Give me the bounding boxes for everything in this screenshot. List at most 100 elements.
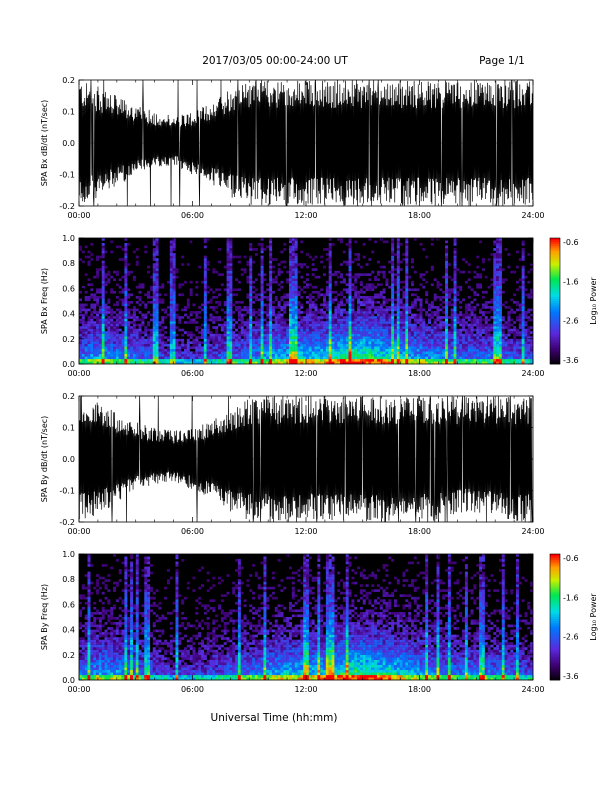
spectrogram-cell [422,278,426,281]
spectrogram-cell [354,358,358,362]
spectrogram-cell [331,336,335,339]
spectrogram-cell [107,353,111,357]
spectrogram-cell [413,336,417,339]
spectrogram-cell [436,346,440,350]
spectrogram-cell [342,318,346,322]
spectrogram-cell [104,303,108,307]
spectrogram-cell [348,260,352,264]
spectrogram-cell [391,250,395,254]
spectrogram-cell [527,361,531,365]
spectrogram-cell [510,348,514,352]
spectrogram-cell [357,303,361,307]
spectrogram-cell [340,263,344,266]
spectrogram-cell [453,306,457,309]
spectrogram-cell [493,313,497,317]
spectrogram-cell [263,356,267,360]
colorbar-segment [550,309,560,312]
spectrogram-cell [218,288,222,292]
spectrogram-cell [405,361,409,365]
spectrogram-cell [300,303,304,307]
spectrogram-cell [297,346,301,350]
spectrogram-cell [442,338,446,342]
spectrogram-cell [490,326,494,329]
spectrogram-cell [288,250,292,254]
spectrogram-cell [249,336,253,339]
spectrogram-cell [462,358,466,362]
spectrogram-cell [277,270,281,274]
spectrogram-cell [445,351,449,355]
spectrogram-cell [362,321,366,324]
spectrogram-cell [328,308,332,312]
spectrogram-cell [254,293,258,297]
spectrogram-cell [300,275,304,279]
spectrogram-cell [459,333,463,337]
spectrogram-cell [84,273,88,276]
spectrogram-cell [376,346,380,350]
spectrogram-cell [79,644,82,648]
spectrogram-cell [408,308,412,312]
spectrogram-cell [152,298,156,302]
spectrogram-cell [107,278,111,281]
spectrogram-cell [229,283,233,287]
spectrogram-cell [422,321,426,324]
spectrogram-cell [476,333,480,337]
spectrogram-cell [181,346,185,350]
spectrogram-cell [198,326,202,329]
spectrogram-cell [172,326,176,329]
spectrogram-cell [419,333,423,337]
spectrogram-cell [138,298,142,302]
waveform-trace [79,396,533,522]
spectrogram-cell [479,311,483,314]
spectrogram-cell [138,341,142,344]
spectrogram-cell [498,248,502,251]
spectrogram-cell [286,333,290,337]
spectrogram-cell [237,316,241,319]
spectrogram-cell [232,336,236,339]
spectrogram-cell [402,290,406,294]
spectrogram-cell [323,303,327,307]
spectrogram-cell [382,338,386,342]
spectrogram-cell [376,348,380,352]
spectrogram-cell [416,308,420,312]
spectrogram-cell [175,358,179,362]
spectrogram-cell [166,348,170,352]
spectrogram-cell [445,295,449,299]
spectrogram-cell [334,331,338,334]
spectrogram-cell [189,353,193,357]
spectrogram-cell [152,248,156,251]
spectrogram-cell [144,303,148,307]
spectrogram-cell [311,328,315,332]
spectrogram-cell [334,295,338,299]
spectrogram-cell [98,316,102,319]
spectrogram-cell [405,288,409,292]
spectrogram-cell [291,353,295,357]
spectrogram-cell [291,273,295,276]
spectrogram-cell [348,298,352,302]
spectrogram-cell [323,346,327,350]
spectrogram-cell [498,263,502,266]
spectrogram-cell [521,290,525,294]
spectrogram-cell [291,275,295,279]
spectrogram-cell [87,351,91,355]
spectrogram-cell [334,361,338,365]
spectrogram-cell [348,288,352,292]
spectrogram-cell [365,331,369,334]
spectrogram-cell [391,253,395,256]
spectrogram-cell [382,240,386,244]
spectrogram-cell [325,356,329,360]
spectrogram-cell [152,285,156,289]
spectrogram-cell [320,356,324,360]
spectrogram-cell [365,311,369,314]
spectrogram-cell [340,238,344,241]
spectrogram-cell [348,273,352,276]
spectrogram-cell [206,358,210,362]
spectrogram-cell [252,311,256,314]
spectrogram-cell [189,333,193,337]
spectrogram-cell [442,306,446,309]
spectrogram-cell [110,338,114,342]
spectrogram-cell [118,346,122,350]
spectrogram-cell [507,351,511,355]
spectrogram-cell [209,356,213,360]
spectrogram-cell [450,333,454,337]
spectrogram-cell [226,323,230,327]
